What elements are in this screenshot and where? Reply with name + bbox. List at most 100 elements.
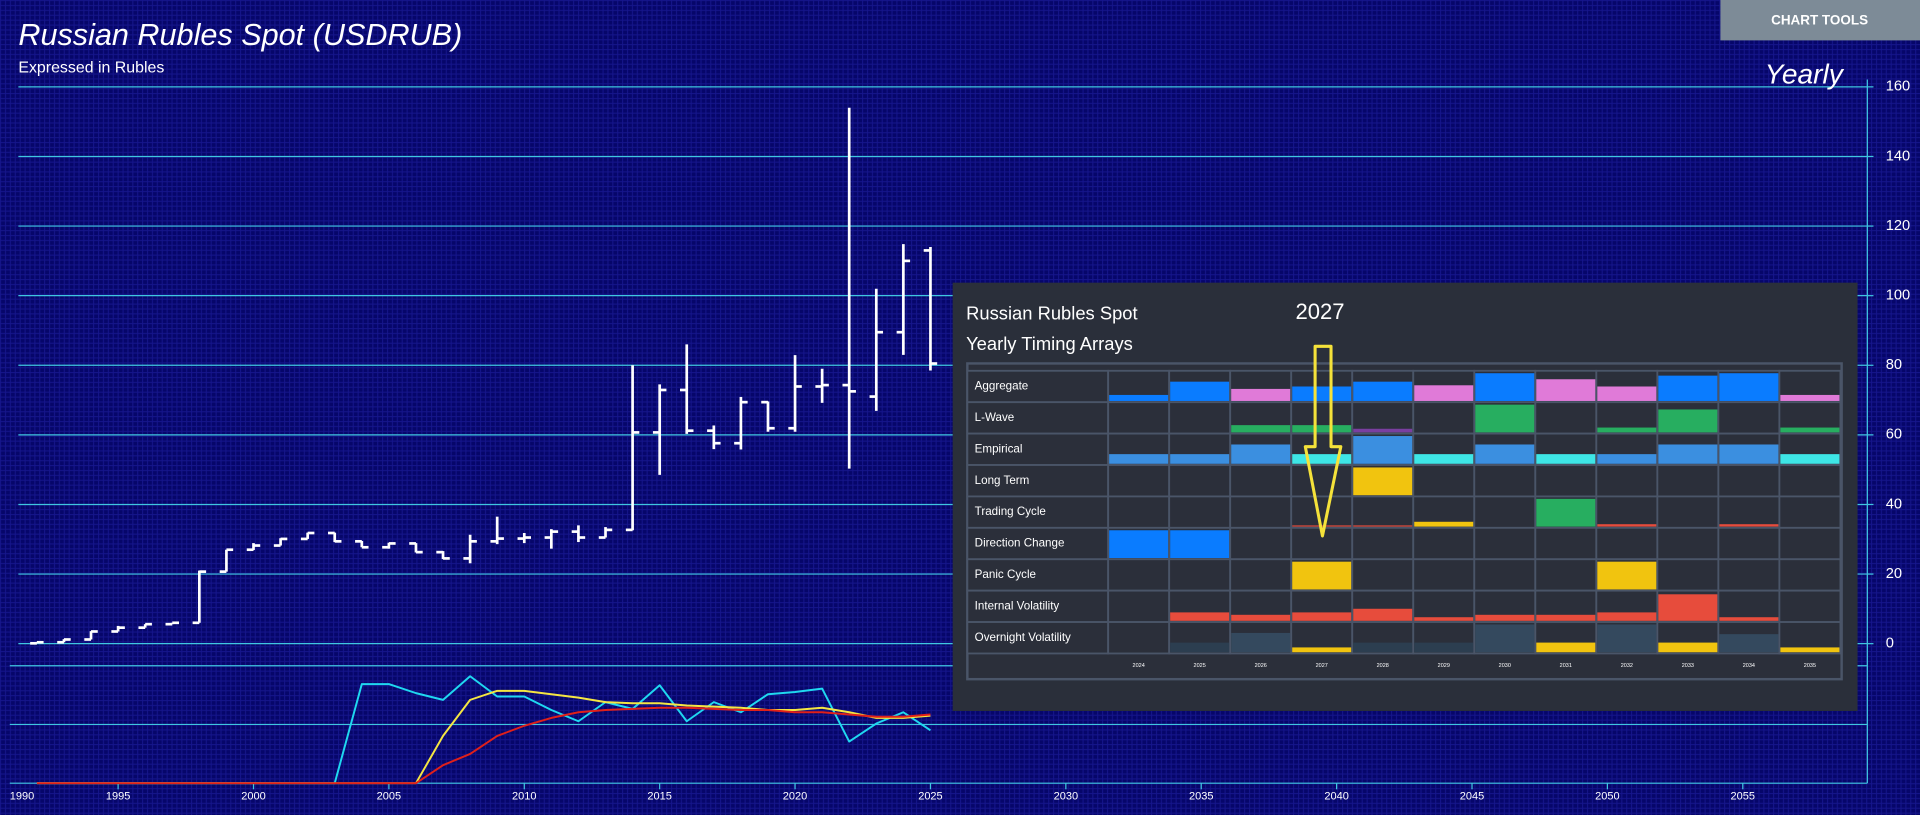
timing-bar xyxy=(1780,427,1840,433)
timing-bar xyxy=(1597,454,1657,464)
cell xyxy=(1473,526,1537,561)
timing-bar xyxy=(1536,642,1596,653)
cell xyxy=(1107,621,1171,655)
timing-bar xyxy=(1780,454,1840,464)
column-label: 2029 xyxy=(1438,663,1450,669)
row-label: Panic Cycle xyxy=(975,568,1036,581)
highlight-year: 2027 xyxy=(1296,299,1345,324)
cell xyxy=(1107,464,1171,498)
cell xyxy=(1595,526,1659,561)
cell xyxy=(1473,558,1537,592)
timing-bar xyxy=(1109,530,1169,559)
y-tick-label: 160 xyxy=(1886,79,1910,95)
x-tick-label: 2015 xyxy=(647,791,671,803)
timing-bar xyxy=(1719,444,1779,464)
row-label: Internal Volatility xyxy=(975,599,1060,612)
row-label: Aggregate xyxy=(975,380,1029,393)
cell xyxy=(1351,495,1415,529)
cell xyxy=(1778,589,1842,623)
x-tick-label: 2040 xyxy=(1324,791,1348,803)
cell xyxy=(1168,558,1232,592)
timing-bar xyxy=(1597,561,1657,590)
timing-bar xyxy=(1536,498,1596,527)
cell xyxy=(1595,464,1659,498)
row-label: L-Wave xyxy=(975,411,1015,424)
cell xyxy=(1107,401,1171,435)
row-label: Long Term xyxy=(975,474,1030,487)
column-label: 2026 xyxy=(1255,663,1267,669)
y-tick-label: 100 xyxy=(1886,288,1910,304)
column-label: 2031 xyxy=(1560,663,1572,669)
cell xyxy=(1290,464,1354,498)
indicator-line xyxy=(36,706,931,785)
cell xyxy=(1229,526,1293,561)
cell xyxy=(1717,526,1781,561)
timing-bar xyxy=(1719,634,1779,653)
timing-bar xyxy=(1719,617,1779,621)
column-label: 2024 xyxy=(1133,663,1145,669)
panel-subtitle: Yearly Timing Arrays xyxy=(966,333,1133,354)
x-tick-label: 1990 xyxy=(10,791,34,803)
cell xyxy=(1778,558,1842,592)
cell xyxy=(1717,495,1781,529)
timing-bar xyxy=(1658,375,1718,401)
timing-bar xyxy=(1658,444,1718,464)
timing-bar xyxy=(1414,385,1474,401)
column-label: 2033 xyxy=(1682,663,1694,669)
x-tick-label: 2030 xyxy=(1054,791,1078,803)
cell xyxy=(1778,526,1842,561)
highlight-arrow xyxy=(1303,344,1343,538)
row-label: Overnight Volatility xyxy=(975,631,1071,644)
timing-bar xyxy=(1780,647,1840,653)
x-tick-label: 2000 xyxy=(241,791,265,803)
column-label: 2027 xyxy=(1316,663,1328,669)
timing-bar xyxy=(1353,436,1413,464)
timing-bar xyxy=(1353,381,1413,401)
timing-bar xyxy=(1170,612,1230,621)
row-label: Trading Cycle xyxy=(975,505,1046,518)
cell xyxy=(1717,401,1781,435)
cell xyxy=(1717,558,1781,592)
x-tick-label: 2025 xyxy=(918,791,942,803)
column-label: 2035 xyxy=(1804,663,1816,669)
column-label: 2030 xyxy=(1499,663,1511,669)
timing-bar xyxy=(1231,425,1291,433)
cell xyxy=(1595,495,1659,529)
chart-tools-button[interactable] xyxy=(1720,0,1920,41)
cell xyxy=(1656,526,1720,561)
x-tick-label: 2020 xyxy=(783,791,807,803)
cell xyxy=(1168,464,1232,498)
timing-bar xyxy=(1597,524,1657,527)
cell xyxy=(1412,401,1476,435)
y-tick-label: 20 xyxy=(1886,566,1902,582)
row-label: Direction Change xyxy=(975,537,1065,550)
timing-bar xyxy=(1170,530,1230,559)
timing-bar xyxy=(1597,386,1657,401)
timing-bar xyxy=(1719,524,1779,527)
cell xyxy=(1412,526,1476,561)
cell xyxy=(1534,558,1598,592)
row-label-cell xyxy=(966,589,1110,623)
cell xyxy=(1656,558,1720,592)
cell xyxy=(1778,495,1842,529)
y-tick-label: 140 xyxy=(1886,148,1910,164)
cell xyxy=(1168,495,1232,529)
chart-tools-label[interactable]: CHART TOOLS xyxy=(1771,12,1868,27)
cell xyxy=(1534,464,1598,498)
cell xyxy=(1229,495,1293,529)
timing-bar xyxy=(1536,379,1596,401)
cell xyxy=(1290,495,1354,529)
row-label-cell xyxy=(966,526,1110,561)
cell xyxy=(1473,495,1537,529)
y-tick-label: 120 xyxy=(1886,218,1910,234)
cell xyxy=(1656,464,1720,498)
timing-bar xyxy=(1719,373,1779,401)
timing-bar xyxy=(1353,608,1413,621)
timing-bar xyxy=(1597,427,1657,433)
timing-bar xyxy=(1414,521,1474,527)
y-tick-label: 80 xyxy=(1886,357,1902,373)
timing-bar xyxy=(1597,624,1657,653)
timing-bar xyxy=(1475,624,1535,653)
column-label: 2032 xyxy=(1621,663,1633,669)
